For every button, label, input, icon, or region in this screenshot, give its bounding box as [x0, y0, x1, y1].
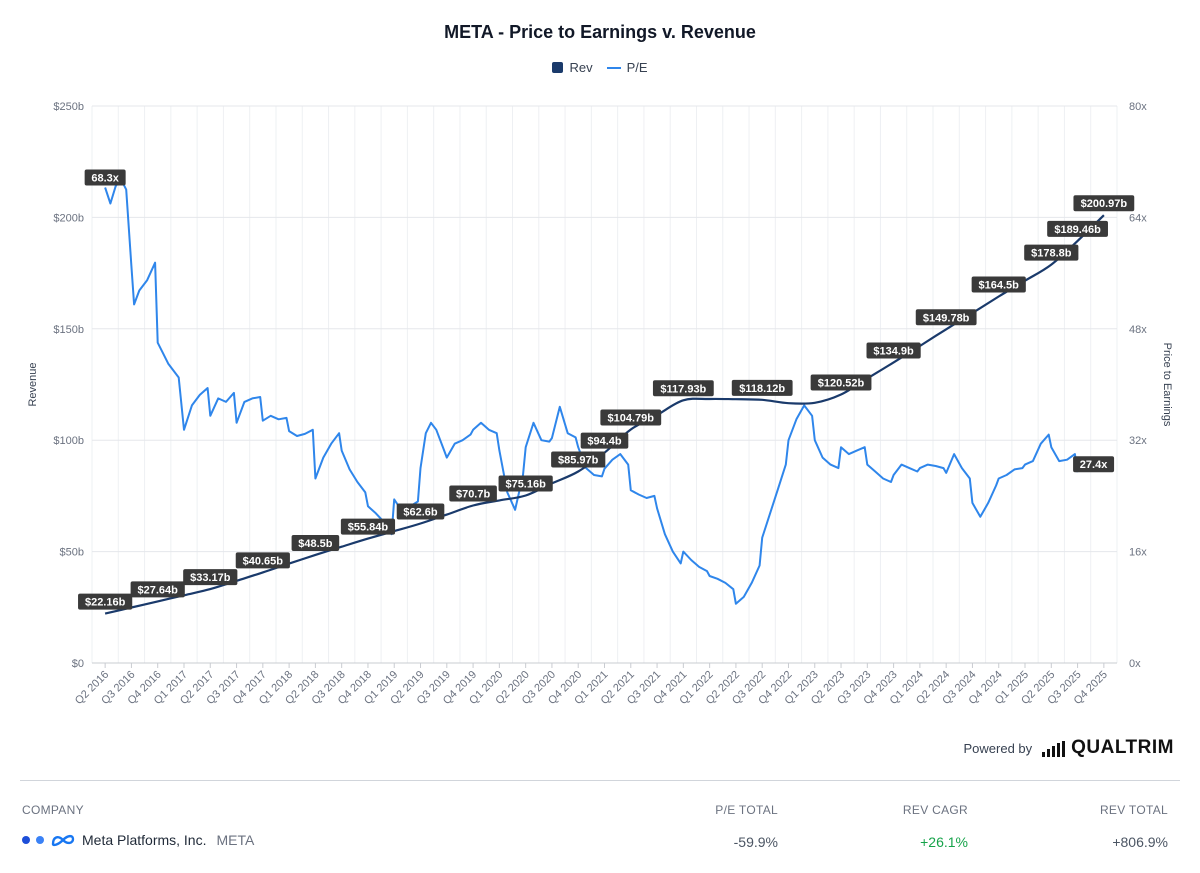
y-left-axis-title: Revenue [27, 362, 39, 406]
y-right-tick-label: 48x [1129, 324, 1147, 336]
y-left-tick-label: $50b [60, 547, 84, 559]
data-label-rev-box [340, 518, 396, 535]
data-label-rev: $75.16b [505, 479, 546, 491]
y-left-tick-label: $100b [53, 435, 84, 447]
data-label-rev-box [498, 475, 553, 492]
data-label-rev-box [1047, 220, 1108, 237]
data-label-rev: $134.9b [873, 345, 914, 357]
header-rev-cagr: REV CAGR [902, 803, 968, 817]
data-label-rev-box [130, 581, 185, 598]
y-right-tick-label: 16x [1129, 547, 1147, 559]
data-label-rev: $48.5b [298, 538, 333, 550]
data-label-rev: $40.65b [243, 555, 284, 567]
data-label-pe-start: 68.3x [91, 172, 119, 184]
powered-by-text: Powered by [963, 740, 1033, 756]
data-label-rev-box [291, 534, 340, 551]
y-right-tick-label: 80x [1129, 101, 1147, 113]
data-label-rev-box [1073, 195, 1135, 212]
y-right-tick-label: 64x [1129, 212, 1147, 224]
data-label-pe-start-box [84, 169, 126, 186]
data-label-rev-box [235, 552, 290, 569]
data-label-rev: $33.17b [190, 572, 231, 584]
series-line-pe [104, 178, 1079, 605]
meta-logo-icon [51, 834, 75, 847]
powered-by: Powered by QUALTRIM [963, 737, 1174, 758]
rev-total-value: +806.9% [1112, 834, 1168, 850]
header-company: COMPANY [22, 803, 84, 817]
legend-item-pe[interactable]: P/E [606, 60, 648, 75]
data-label-rev: $104.79b [608, 413, 655, 425]
series-dot-rev [22, 836, 30, 844]
data-label-rev: $62.6b [403, 507, 438, 519]
rev-cagr-value: +26.1% [920, 834, 968, 850]
company-ticker: META [216, 832, 255, 848]
data-label-rev-box [652, 380, 714, 397]
data-label-rev: $178.8b [1031, 248, 1072, 260]
data-label-rev: $55.84b [348, 522, 389, 534]
data-label-rev-box [183, 569, 238, 586]
data-label-rev-box [449, 485, 497, 502]
data-label-rev: $85.97b [558, 454, 599, 466]
y-left-tick-label: $0 [72, 658, 84, 670]
company-name: Meta Platforms, Inc. [82, 832, 207, 848]
data-label-rev-box [551, 451, 606, 468]
data-label-rev: $22.16b [85, 597, 126, 609]
data-label-rev: $27.64b [138, 584, 179, 596]
y-right-tick-label: 32x [1129, 435, 1147, 447]
data-label-rev-box [78, 593, 133, 610]
brand-name: QUALTRIM [1071, 737, 1174, 758]
pe-total-value: -59.9% [733, 834, 778, 850]
legend-item-rev[interactable]: Rev [552, 60, 593, 75]
legend-label-pe: P/E [626, 60, 648, 75]
data-label-rev-box [971, 276, 1026, 293]
data-label-pe-end-box [1073, 456, 1115, 473]
company-row[interactable]: Meta Platforms, Inc. META [22, 832, 254, 848]
y-right-axis-title: Price to Earnings [1161, 343, 1173, 427]
data-label-rev: $149.78b [923, 312, 970, 324]
divider [20, 780, 1180, 781]
data-label-rev-box [600, 409, 662, 426]
chart-legend: Rev P/E [0, 60, 1200, 75]
data-label-rev: $200.97b [1081, 198, 1128, 210]
data-label-rev: $189.46b [1054, 224, 1101, 236]
y-left-tick-label: $250b [53, 101, 84, 113]
qualtrim-logo[interactable]: QUALTRIM [1042, 737, 1174, 758]
y-left-tick-label: $200b [53, 212, 84, 224]
data-label-rev: $164.5b [979, 279, 1020, 291]
legend-swatch-rev [552, 62, 564, 73]
bars-icon [1042, 741, 1066, 757]
y-left-tick-label: $150b [53, 324, 84, 336]
data-label-rev: $70.7b [456, 488, 491, 500]
header-rev-total: REV TOTAL [1099, 803, 1168, 817]
data-label-rev: $117.93b [660, 383, 706, 395]
data-label-rev-box [915, 309, 977, 326]
legend-swatch-pe [606, 66, 621, 69]
data-label-rev: $118.12b [739, 383, 785, 395]
data-label-rev-box [580, 432, 629, 449]
chart-title: META - Price to Earnings v. Revenue [444, 22, 756, 42]
data-label-rev-box [731, 379, 793, 396]
data-label-pe-end: 27.4x [1080, 459, 1108, 471]
legend-label-rev: Rev [569, 60, 593, 75]
data-label-rev-box [396, 503, 445, 520]
data-label-rev-box [1024, 244, 1079, 261]
data-label-rev: $94.4b [587, 436, 622, 448]
data-label-rev-box [810, 374, 872, 391]
pe-vs-revenue-chart: $0 0x $50b 16x $100b 32x $150b 48x $200b 64x $250b… [27, 101, 1173, 707]
series-dot-pe [36, 836, 44, 844]
header-pe-total: P/E TOTAL [715, 803, 778, 817]
data-label-rev: $120.52b [818, 377, 865, 389]
y-right-tick-label: 0x [1129, 658, 1141, 670]
data-label-rev-box [866, 342, 921, 359]
